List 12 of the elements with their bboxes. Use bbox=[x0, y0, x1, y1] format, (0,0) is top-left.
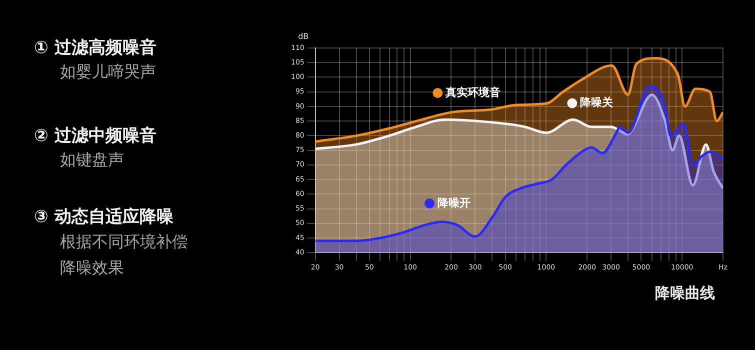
y-axis-title: dB bbox=[298, 32, 309, 42]
text: ③ 动态自适应降噪 bbox=[34, 206, 174, 228]
text: 降噪效果 bbox=[59, 258, 124, 279]
text: 根据不同环境补偿 bbox=[59, 232, 188, 253]
legend-label: 降噪关 bbox=[580, 96, 614, 110]
text: ① 过滤高频噪音 bbox=[34, 37, 156, 59]
legend-label: 降噪开 bbox=[438, 196, 470, 210]
text: ② 过滤中频噪音 bbox=[34, 125, 156, 147]
text: 降噪曲线 bbox=[655, 284, 715, 303]
text: 如婴儿啼哭声 bbox=[59, 62, 156, 83]
text: 如键盘声 bbox=[59, 150, 124, 171]
legend-label: 真实环境音 bbox=[444, 86, 501, 99]
